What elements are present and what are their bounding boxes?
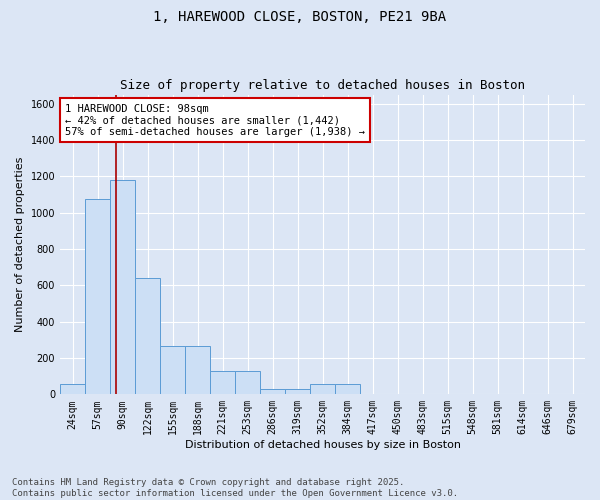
X-axis label: Distribution of detached houses by size in Boston: Distribution of detached houses by size …: [185, 440, 461, 450]
Title: Size of property relative to detached houses in Boston: Size of property relative to detached ho…: [120, 79, 525, 92]
Bar: [110, 180, 135, 394]
Bar: [285, 389, 310, 394]
Bar: [335, 384, 360, 394]
Bar: [160, 346, 185, 395]
Bar: [235, 370, 260, 394]
Bar: [85, 199, 110, 394]
Bar: [310, 384, 335, 394]
Y-axis label: Number of detached properties: Number of detached properties: [15, 157, 25, 332]
Text: 1, HAREWOOD CLOSE, BOSTON, PE21 9BA: 1, HAREWOOD CLOSE, BOSTON, PE21 9BA: [154, 10, 446, 24]
Bar: [185, 346, 210, 395]
Bar: [60, 384, 85, 394]
Bar: [135, 278, 160, 394]
Bar: [260, 389, 285, 394]
Text: 1 HAREWOOD CLOSE: 98sqm
← 42% of detached houses are smaller (1,442)
57% of semi: 1 HAREWOOD CLOSE: 98sqm ← 42% of detache…: [65, 104, 365, 137]
Text: Contains HM Land Registry data © Crown copyright and database right 2025.
Contai: Contains HM Land Registry data © Crown c…: [12, 478, 458, 498]
Bar: [210, 370, 235, 394]
